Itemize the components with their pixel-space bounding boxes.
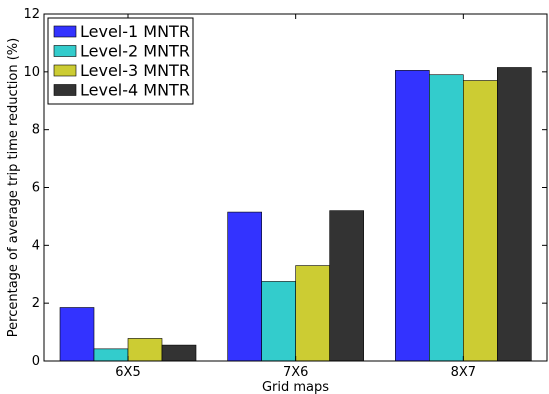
bar-7X6-series-2 (261, 281, 296, 362)
bar-8X7-series-2 (429, 74, 464, 362)
y-tick-label: 6 (32, 181, 40, 196)
legend-swatch (53, 64, 77, 77)
bar-7X6-series-1 (227, 211, 262, 362)
y-tick-label: 8 (32, 123, 40, 138)
legend-label: Level-3 MNTR (80, 61, 190, 80)
y-axis-label: Percentage of average trip time reductio… (6, 38, 21, 337)
x-tick-label: 6X5 (115, 365, 140, 380)
y-tick-label: 12 (23, 7, 40, 22)
legend-swatch (53, 45, 77, 57)
legend-label: Level-2 MNTR (80, 42, 190, 61)
bar-8X7-series-3 (463, 80, 498, 362)
x-axis-label: Grid maps (262, 380, 329, 394)
bar-6X5-series-3 (127, 338, 163, 362)
x-axis-ticks: 6X5 7X6 8X7 (115, 14, 476, 380)
bar-6X5-series-1 (59, 307, 95, 362)
legend-swatch (53, 84, 77, 96)
bar-6X5-series-4 (161, 344, 197, 362)
y-tick-label: 2 (32, 296, 40, 311)
bar-8X7-series-1 (395, 70, 430, 362)
bar-6X5-series-2 (93, 348, 129, 362)
bar-7X6-series-3 (295, 265, 330, 362)
y-axis-ticks: 0 2 4 6 8 10 12 (23, 7, 547, 369)
legend-label: Level-4 MNTR (80, 81, 190, 100)
y-tick-label: 4 (32, 238, 40, 253)
bar-8X7-series-4 (497, 67, 532, 362)
y-tick-label: 10 (23, 65, 40, 80)
legend-label: Level-1 MNTR (80, 22, 190, 41)
x-tick-label: 7X6 (283, 365, 308, 380)
bar-7X6-series-4 (329, 210, 364, 362)
y-tick-label: 0 (32, 354, 40, 369)
bars-group (59, 67, 532, 362)
legend-swatch (53, 25, 77, 38)
x-tick-label: 8X7 (451, 365, 476, 380)
